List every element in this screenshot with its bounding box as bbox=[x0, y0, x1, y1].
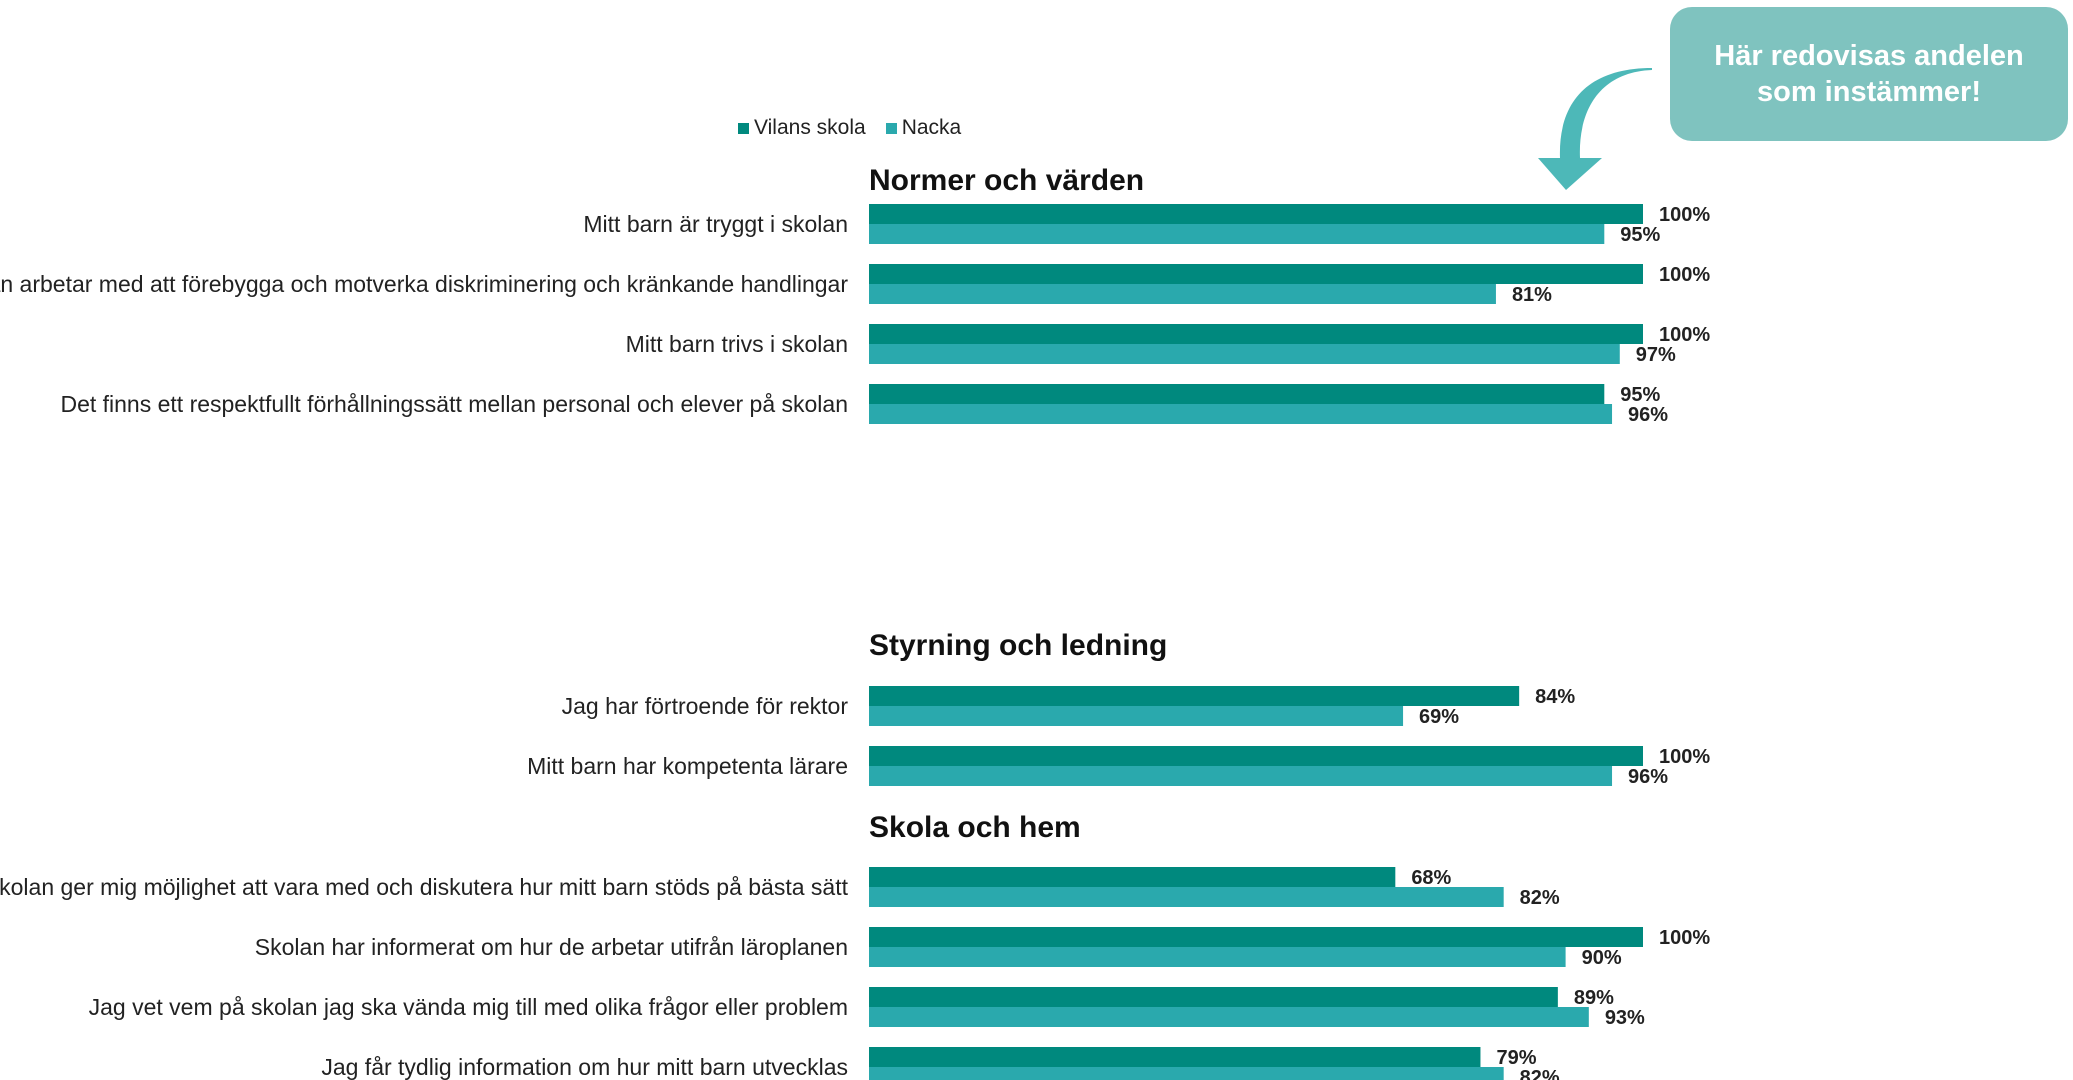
value-label: 89% bbox=[1574, 987, 1614, 1009]
category-label: Jag vet vem på skolan jag ska vända mig … bbox=[89, 994, 848, 1020]
group-title: Skola och hem bbox=[869, 811, 1081, 844]
value-label: 79% bbox=[1496, 1047, 1536, 1069]
bar-nacka bbox=[869, 947, 1566, 967]
bar-vilans bbox=[869, 987, 1558, 1007]
bar-vilans bbox=[869, 927, 1643, 947]
bar-nacka bbox=[869, 887, 1504, 907]
value-label: 68% bbox=[1411, 867, 1451, 889]
bar-vilans bbox=[869, 686, 1520, 706]
value-label: 100% bbox=[1659, 927, 1710, 949]
legend-label-nacka: Nacka bbox=[901, 116, 962, 139]
value-label: 100% bbox=[1659, 264, 1710, 286]
bar-nacka bbox=[869, 284, 1496, 304]
group-title: Normer och värden bbox=[869, 164, 1144, 197]
value-label: 97% bbox=[1636, 344, 1676, 366]
category-label: Skolan ger mig möjlighet att vara med oc… bbox=[0, 874, 849, 900]
value-label: 100% bbox=[1659, 204, 1710, 226]
value-label: 82% bbox=[1520, 1067, 1560, 1080]
bar-vilans bbox=[869, 264, 1643, 284]
legend-label-vilans: Vilans skola bbox=[754, 116, 866, 139]
value-label: 93% bbox=[1605, 1007, 1645, 1029]
value-label: 95% bbox=[1620, 384, 1660, 406]
value-label: 69% bbox=[1419, 706, 1459, 728]
legend-item-vilans: Vilans skola bbox=[738, 116, 866, 140]
chart-legend: Vilans skola Nacka bbox=[738, 116, 961, 140]
bar-vilans bbox=[869, 867, 1396, 887]
bar-nacka bbox=[869, 766, 1613, 786]
category-label: Mitt barn har kompetenta lärare bbox=[527, 753, 848, 779]
bar-vilans bbox=[869, 746, 1643, 766]
category-label: Jag har förtroende för rektor bbox=[562, 693, 849, 719]
value-label: 90% bbox=[1582, 947, 1622, 969]
legend-swatch-vilans bbox=[738, 122, 749, 134]
bar-nacka bbox=[869, 706, 1404, 726]
bar-vilans bbox=[869, 204, 1643, 224]
value-label: 100% bbox=[1659, 746, 1710, 768]
bar-vilans bbox=[869, 384, 1605, 404]
callout-box: Här redovisas andelen som instämmer! bbox=[1670, 7, 2068, 141]
category-label: Mitt barn är tryggt i skolan bbox=[583, 211, 848, 237]
category-label: Skolan arbetar med att förebygga och mot… bbox=[0, 271, 848, 297]
value-label: 100% bbox=[1659, 324, 1710, 346]
value-label: 96% bbox=[1628, 404, 1668, 426]
bar-nacka bbox=[869, 344, 1620, 364]
legend-swatch-nacka bbox=[885, 122, 897, 134]
bar-nacka bbox=[869, 404, 1613, 424]
bar-vilans bbox=[869, 1047, 1481, 1067]
category-label: Mitt barn trivs i skolan bbox=[626, 331, 848, 357]
legend-item-nacka: Nacka bbox=[885, 116, 962, 140]
value-label: 96% bbox=[1628, 766, 1668, 788]
value-label: 81% bbox=[1512, 284, 1552, 306]
category-label: Det finns ett respektfullt förhållningss… bbox=[60, 391, 848, 417]
callout-arrow-icon bbox=[1538, 68, 1652, 190]
value-label: 84% bbox=[1535, 686, 1575, 708]
category-label: Jag får tydlig information om hur mitt b… bbox=[321, 1054, 848, 1080]
bar-vilans bbox=[869, 324, 1643, 344]
callout-text: Här redovisas andelen som instämmer! bbox=[1714, 40, 2024, 108]
value-label: 82% bbox=[1520, 887, 1560, 909]
bar-nacka bbox=[869, 224, 1605, 244]
group-title: Styrning och ledning bbox=[869, 629, 1167, 662]
bar-nacka bbox=[869, 1067, 1504, 1080]
bar-nacka bbox=[869, 1007, 1589, 1027]
value-label: 95% bbox=[1620, 224, 1660, 246]
category-label: Skolan har informerat om hur de arbetar … bbox=[255, 934, 848, 960]
